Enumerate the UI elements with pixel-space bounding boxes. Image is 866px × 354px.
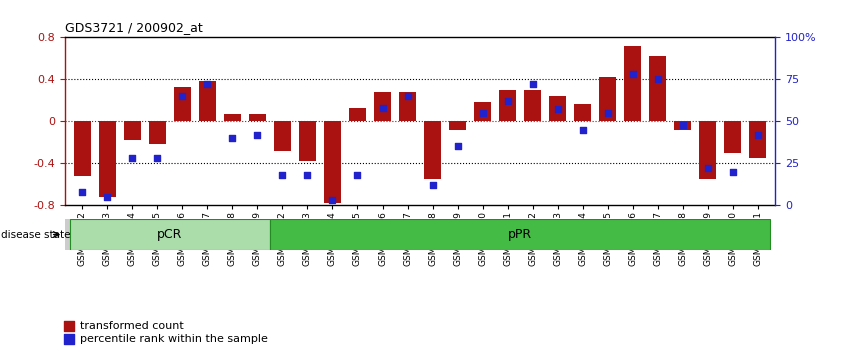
Bar	[74, 121, 91, 176]
Point	[201, 81, 215, 87]
Text: pCR: pCR	[158, 228, 183, 241]
Text: disease state: disease state	[1, 229, 70, 240]
Bar	[349, 108, 365, 121]
Bar	[725, 121, 740, 153]
Bar	[199, 81, 216, 121]
Point	[701, 166, 714, 171]
Point	[650, 76, 664, 82]
Point	[176, 93, 190, 99]
Point	[151, 155, 165, 161]
Point	[601, 110, 615, 116]
Point	[376, 105, 390, 110]
Point	[100, 194, 114, 200]
Point	[75, 189, 89, 195]
Point	[625, 72, 639, 77]
Point	[475, 110, 489, 116]
Point	[250, 132, 264, 138]
Point	[401, 93, 415, 99]
Bar	[270, 219, 770, 250]
Bar	[325, 121, 340, 203]
Bar	[475, 102, 491, 121]
Point	[313, 140, 327, 145]
Point	[551, 107, 565, 112]
Bar	[749, 121, 766, 158]
Bar	[275, 121, 291, 151]
Bar	[149, 121, 165, 144]
Point	[275, 172, 289, 178]
Bar	[174, 87, 191, 121]
Bar	[599, 77, 616, 121]
Bar	[574, 104, 591, 121]
Bar	[374, 92, 391, 121]
Bar	[700, 121, 715, 179]
Bar	[449, 121, 466, 130]
Point	[450, 144, 464, 149]
Point	[301, 172, 314, 178]
Bar	[675, 121, 691, 130]
Bar	[525, 90, 540, 121]
Bar	[70, 219, 270, 250]
Text: GDS3721 / 200902_at: GDS3721 / 200902_at	[65, 21, 203, 34]
Point	[675, 122, 689, 127]
Text: transformed count: transformed count	[80, 321, 184, 331]
Bar	[549, 96, 565, 121]
Bar	[300, 121, 315, 161]
Text: pPR: pPR	[508, 228, 532, 241]
Point	[225, 135, 239, 141]
Point	[501, 98, 514, 104]
Point	[126, 155, 139, 161]
Point	[726, 169, 740, 175]
Point	[751, 132, 765, 138]
Point	[425, 182, 439, 188]
Point	[576, 127, 590, 132]
Bar	[624, 46, 641, 121]
Bar	[399, 92, 416, 121]
Point	[526, 81, 540, 87]
Bar	[125, 121, 140, 140]
Bar	[500, 90, 515, 121]
Point	[351, 172, 365, 178]
Point	[313, 256, 327, 261]
Point	[326, 198, 339, 203]
Text: percentile rank within the sample: percentile rank within the sample	[80, 334, 268, 344]
Bar	[650, 56, 666, 121]
Bar	[224, 114, 241, 121]
Bar	[100, 121, 115, 197]
Bar	[424, 121, 441, 179]
Bar	[249, 114, 266, 121]
